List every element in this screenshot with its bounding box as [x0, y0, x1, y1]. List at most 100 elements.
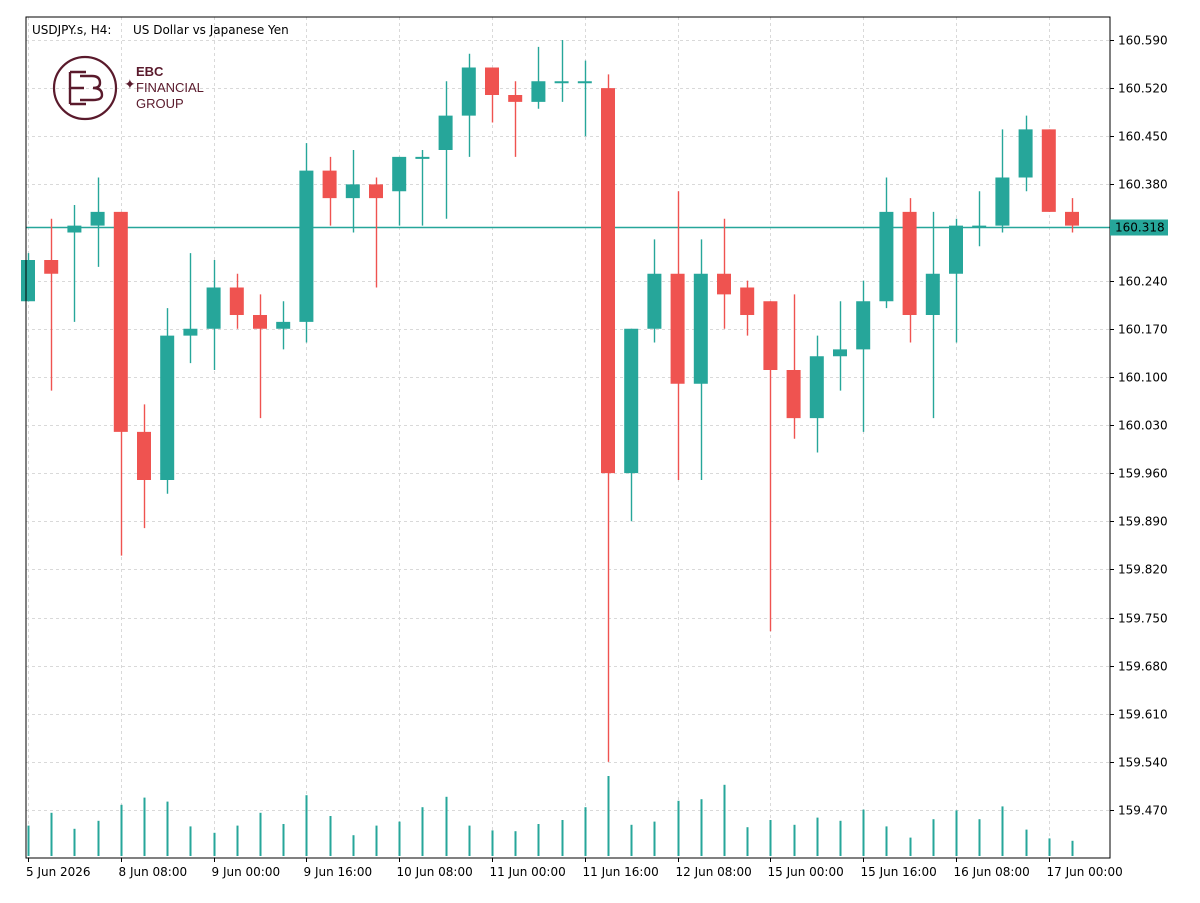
candle	[392, 156, 407, 226]
candle	[137, 404, 151, 529]
y-tick-label: 159.750	[1118, 612, 1168, 626]
candle	[717, 218, 731, 329]
grid	[26, 17, 1110, 858]
candle	[229, 273, 244, 329]
candle-body	[624, 328, 639, 474]
candle-body	[879, 211, 894, 302]
y-tick-label: 159.960	[1118, 467, 1168, 481]
candle	[160, 308, 175, 494]
candle	[322, 156, 337, 226]
candle-body	[44, 260, 59, 274]
y-tick-label: 159.890	[1118, 515, 1168, 529]
candle-body	[786, 370, 801, 419]
candle-body	[461, 67, 476, 116]
candle	[577, 60, 592, 137]
chart-symbol: USDJPY.s, H4:	[32, 23, 111, 37]
candle	[1041, 129, 1056, 212]
candle	[44, 218, 59, 391]
logo-monogram-icon	[68, 70, 104, 106]
candle-body	[856, 301, 871, 350]
x-tick-label: 11 Jun 16:00	[583, 865, 659, 879]
price-axis: 160.590 160.520 160.450 160.380 160.240 160.1…	[1110, 34, 1168, 818]
y-tick-label: 159.470	[1118, 804, 1168, 818]
candle-body	[902, 211, 917, 315]
candle-body	[137, 431, 151, 480]
y-tick-label: 160.100	[1118, 371, 1168, 385]
candle-body	[717, 273, 731, 295]
candle-body	[113, 211, 128, 432]
candle-body	[995, 177, 1010, 226]
candle	[299, 143, 314, 343]
candle	[345, 150, 360, 233]
candle	[763, 301, 778, 632]
candle-body	[438, 115, 453, 150]
candle-body	[392, 156, 407, 192]
ebc-logo: ✦ EBC FINANCIAL GROUP	[52, 55, 204, 121]
candle	[90, 177, 105, 267]
candle-body	[90, 211, 105, 226]
candle-body	[763, 301, 778, 370]
y-tick-label: 160.520	[1118, 82, 1168, 96]
candle	[693, 239, 708, 480]
candle-body	[508, 95, 523, 102]
candle-body	[531, 81, 546, 102]
x-tick-label: 16 Jun 08:00	[954, 865, 1030, 879]
candle	[531, 46, 546, 109]
candle	[995, 129, 1010, 233]
candle-body	[833, 349, 847, 357]
candle	[415, 150, 430, 226]
candle	[740, 280, 755, 336]
current-price-tag: 160.318	[1110, 219, 1168, 236]
candle-body	[183, 328, 198, 336]
candle	[461, 53, 476, 157]
candle	[902, 198, 917, 343]
y-tick-label: 159.680	[1118, 660, 1168, 674]
candle	[183, 253, 198, 364]
candle-body	[345, 184, 360, 199]
candle	[369, 177, 383, 288]
y-tick-label: 159.610	[1118, 708, 1168, 722]
candle	[253, 294, 267, 419]
candle	[206, 260, 221, 370]
candle-body	[299, 170, 314, 322]
y-tick-label: 160.240	[1118, 275, 1168, 289]
candle-body	[554, 81, 569, 84]
candle	[972, 191, 987, 247]
y-tick-label: 160.380	[1118, 178, 1168, 192]
y-tick-label: 160.450	[1118, 130, 1168, 144]
candle-body	[67, 225, 82, 233]
y-tick-label: 160.590	[1118, 34, 1168, 48]
x-tick-label: 15 Jun 00:00	[768, 865, 844, 879]
x-tick-label: 9 Jun 00:00	[212, 865, 281, 879]
candle-body	[693, 273, 708, 384]
candle	[276, 301, 291, 350]
candle	[508, 81, 523, 157]
candle	[833, 301, 847, 391]
x-tick-label: 17 Jun 00:00	[1047, 865, 1123, 879]
candle-body	[276, 321, 291, 329]
candle	[1065, 198, 1079, 233]
candle-body	[415, 156, 430, 159]
logo-line-2: FINANCIAL	[136, 80, 204, 95]
candle	[485, 67, 499, 123]
candle	[438, 81, 453, 219]
candle-body	[601, 88, 615, 474]
candle-body	[21, 260, 35, 302]
candle-body	[485, 67, 499, 95]
candle-body	[949, 225, 963, 274]
candle	[856, 280, 871, 432]
candle	[647, 239, 662, 343]
y-tick-label: 159.820	[1118, 563, 1168, 577]
x-tick-label: 8 Jun 08:00	[119, 865, 188, 879]
candle	[1018, 115, 1033, 192]
candle	[67, 205, 82, 322]
candle	[113, 211, 128, 556]
y-tick-label: 160.170	[1118, 323, 1168, 337]
candle-body	[972, 225, 987, 228]
candle-body	[740, 287, 755, 315]
logo-circle-icon	[52, 55, 118, 121]
candle	[949, 218, 963, 343]
candle-body	[577, 81, 592, 84]
candle-body	[322, 170, 337, 199]
